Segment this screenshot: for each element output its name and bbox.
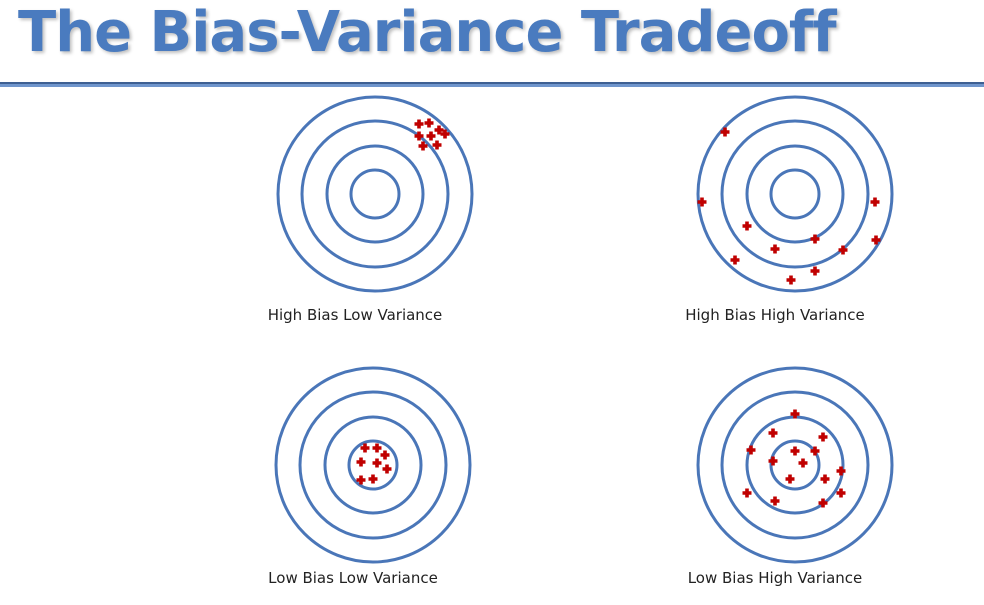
plus-marker-icon [742,221,752,231]
target-ring-1 [696,95,894,293]
target-ring-4 [347,439,399,491]
plus-marker-icon [768,428,778,438]
plus-marker-icon [820,474,830,484]
plus-marker-icon [382,464,392,474]
plus-marker-icon [356,475,366,485]
target-diagram [276,95,474,293]
panel-low-bias-high-variance: Low Bias High Variance [655,366,895,587]
page-title: The Bias-Variance Tradeoff [18,0,837,65]
plus-marker-icon [790,446,800,456]
plus-marker-icon [790,409,800,419]
plus-marker-icon [697,197,707,207]
target-ring-4 [769,168,821,220]
plus-marker-icon [818,432,828,442]
plus-marker-icon [372,443,382,453]
plus-marker-icon [360,443,370,453]
target-ring-4 [769,439,821,491]
plus-marker-icon [836,488,846,498]
plus-marker-icon [798,458,808,468]
panel-caption: High Bias Low Variance [267,306,443,324]
plus-marker-icon [440,129,450,139]
target-ring-2 [720,119,870,269]
plus-marker-icon [818,498,828,508]
target-ring-2 [720,390,870,540]
plus-marker-icon [871,235,881,245]
plus-marker-icon [770,496,780,506]
plus-marker-icon [414,119,424,129]
panel-high-bias-high-variance: High Bias High Variance [655,95,895,324]
plus-marker-icon [418,141,428,151]
title-divider [0,82,984,84]
target-ring-1 [276,95,474,293]
plus-marker-icon [786,275,796,285]
target-diagram [696,95,894,293]
plus-marker-icon [870,197,880,207]
panel-high-bias-low-variance: High Bias Low Variance [235,95,475,324]
plus-marker-icon [424,118,434,128]
plus-marker-icon [810,446,820,456]
target-diagram [274,366,472,564]
plus-marker-icon [746,445,756,455]
plus-marker-icon [426,131,436,141]
panel-caption: Low Bias High Variance [687,569,863,587]
target-ring-3 [325,144,425,244]
panel-caption: Low Bias Low Variance [268,569,438,587]
plus-marker-icon [432,140,442,150]
plus-marker-icon [810,234,820,244]
plus-marker-icon [720,127,730,137]
title-divider-accent [0,84,984,87]
plus-marker-icon [368,474,378,484]
plus-marker-icon [838,245,848,255]
panel-caption: High Bias High Variance [685,306,865,324]
plus-marker-icon [372,458,382,468]
target-ring-3 [745,415,845,515]
plus-marker-icon [380,450,390,460]
plus-marker-icon [742,488,752,498]
plus-marker-icon [434,125,444,135]
target-ring-3 [745,144,845,244]
target-ring-4 [349,168,401,220]
target-ring-2 [300,119,450,269]
plus-marker-icon [770,244,780,254]
target-ring-2 [298,390,448,540]
plus-marker-icon [785,474,795,484]
plus-marker-icon [810,266,820,276]
panel-low-bias-low-variance: Low Bias Low Variance [233,366,473,587]
target-ring-3 [323,415,423,515]
plus-marker-icon [414,131,424,141]
target-ring-1 [274,366,472,564]
target-diagram [696,366,894,564]
plus-marker-icon [730,255,740,265]
plus-marker-icon [356,457,366,467]
plus-marker-icon [768,456,778,466]
plus-marker-icon [836,466,846,476]
target-ring-1 [696,366,894,564]
